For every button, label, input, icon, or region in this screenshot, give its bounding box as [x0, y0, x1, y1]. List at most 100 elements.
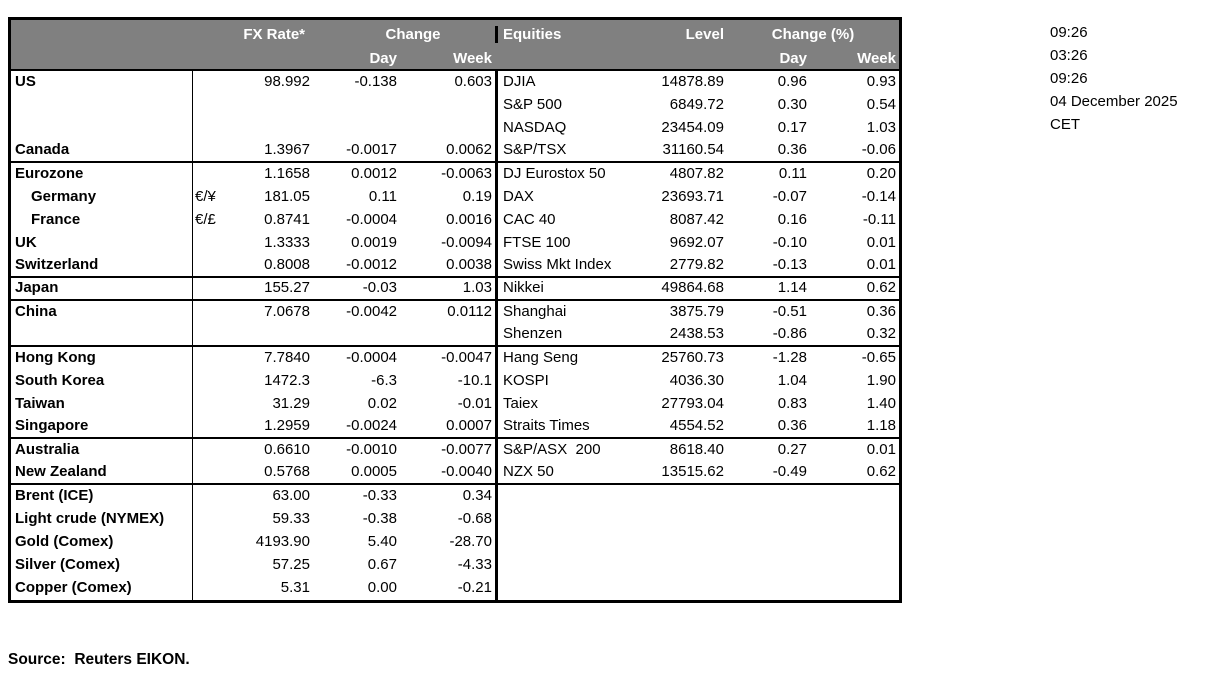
equity-change-week-value: 0.01: [866, 256, 896, 273]
equity-level-value: 49864.68: [661, 279, 724, 296]
fx-pair-label: [193, 577, 229, 600]
fx-change-day-value: 0.11: [368, 188, 397, 205]
fx-change-week-value: -28.70: [449, 533, 492, 550]
fx-change-day-value: -0.0004: [346, 349, 397, 366]
equity-label: [495, 508, 635, 531]
equity-change-day-value: [727, 508, 810, 531]
equity-label: S&P/TSX: [495, 140, 635, 161]
row-label: China: [11, 301, 193, 324]
equity-level-value: 14878.89: [661, 73, 724, 90]
fx-rate-value: 1.3967: [264, 141, 310, 158]
fx-change-week-value: 0.0016: [446, 211, 492, 228]
row-label: Hong Kong: [11, 347, 193, 370]
equity-change-day-value: -0.10: [772, 234, 807, 251]
equity-change-week-value: 0.01: [866, 234, 896, 251]
equity-label: Shenzen: [495, 324, 635, 345]
timestamp-line: 03:26: [1050, 47, 1088, 64]
fx-change-day-value: [313, 94, 400, 117]
fx-pair-label: [193, 324, 229, 345]
table-row: Singapore 1.2959 -0.0024 0.0007 Straits Time…: [11, 416, 899, 439]
row-label: Brent (ICE): [11, 485, 193, 508]
equity-level-value: 4554.52: [669, 417, 724, 434]
fx-rate-value: 1.3333: [264, 234, 310, 251]
equity-change-week-value: [810, 554, 899, 577]
table-row: Eurozone 1.1658 0.0012 -0.0063 DJ Eurostox 5…: [11, 163, 899, 186]
row-label: Singapore: [11, 416, 193, 437]
table-row: Switzerland 0.8008 -0.0012 0.0038 Swiss Mkt …: [11, 255, 899, 278]
table-row: Taiwan 31.29 0.02 -0.01 Taiex 27793.04 0.83 1.4…: [11, 393, 899, 416]
table-row: Australia 0.6610 -0.0010 -0.0077 S&P/ASX 200…: [11, 439, 899, 462]
fx-change-week-value: -0.0094: [441, 234, 492, 251]
equity-level-value: 31160.54: [662, 141, 724, 158]
equity-label: DJ Eurostox 50: [495, 163, 635, 186]
level-header: Level: [685, 25, 724, 43]
fx-rate-value: [229, 117, 313, 140]
fx-change-week-value: 0.0007: [446, 417, 492, 434]
fx-change-day-value: -0.138: [354, 73, 397, 90]
fx-rate-value: 4193.90: [255, 533, 310, 550]
fx-pair-label: [193, 508, 229, 531]
row-label: Gold (Comex): [11, 531, 193, 554]
equity-change-week-value: [810, 577, 899, 600]
fx-change-week-value: 0.34: [462, 487, 492, 504]
fx-rate-value: 0.5768: [264, 463, 310, 480]
equities-change-pct-header: Change (%): [771, 25, 855, 43]
fx-pair-label: [193, 416, 229, 437]
equity-change-week-value: 0.62: [866, 463, 896, 480]
table-body: US 98.992 -0.138 0.603 DJIA 14878.89 0.96 0.93 S…: [11, 71, 899, 600]
fx-change-week-value: -0.0040: [441, 463, 492, 480]
fx-pair-label: [193, 255, 229, 276]
equity-change-day-value: -0.13: [772, 256, 807, 273]
fx-change-day-value: 5.40: [367, 533, 397, 550]
equity-change-day-value: -0.86: [772, 325, 807, 342]
row-label: Japan: [11, 278, 193, 299]
equity-label: DAX: [495, 186, 635, 209]
row-label: [11, 117, 193, 140]
table-row: Canada 1.3967 -0.0017 0.0062 S&P/TSX 31160.54…: [11, 140, 899, 163]
equity-level-value: 3875.79: [669, 303, 724, 320]
fx-day-header: Day: [369, 50, 397, 67]
table-row: Hong Kong 7.7840 -0.0004 -0.0047 Hang Seng 25…: [11, 347, 899, 370]
equity-change-week-value: 1.40: [866, 395, 896, 412]
equity-change-week-value: 0.01: [866, 441, 896, 458]
equity-change-week-value: -0.65: [861, 349, 896, 366]
equity-level-value: [635, 485, 727, 508]
equity-level-value: 13515.62: [661, 463, 724, 480]
equity-change-week-value: 0.36: [866, 303, 896, 320]
equity-label: [495, 554, 635, 577]
table-row: UK 1.3333 0.0019 -0.0094 FTSE 100 9692.07 -0.1…: [11, 232, 899, 255]
fx-change-day-value: -0.33: [362, 487, 397, 504]
row-label: Switzerland: [11, 255, 193, 276]
fx-change-day-value: 0.00: [367, 579, 397, 596]
equity-change-day-value: [727, 554, 810, 577]
fx-change-week-value: -0.01: [457, 395, 492, 412]
fx-rate-value: 181.05: [264, 188, 310, 205]
equity-change-day-value: 1.04: [777, 372, 807, 389]
timestamp-line: CET: [1050, 116, 1080, 133]
table-row: Shenzen 2438.53 -0.86 0.32: [11, 324, 899, 347]
equity-change-day-value: [727, 577, 810, 600]
equity-change-week-value: -0.14: [861, 188, 896, 205]
equity-level-value: [635, 508, 727, 531]
equity-label: Hang Seng: [495, 347, 635, 370]
equity-change-day-value: 0.30: [777, 96, 807, 113]
fx-change-day-value: -0.0010: [346, 441, 397, 458]
equity-label: Swiss Mkt Index: [495, 255, 635, 276]
equity-label: FTSE 100: [495, 232, 635, 255]
row-label: New Zealand: [11, 462, 193, 483]
equity-change-week-value: [810, 508, 899, 531]
equity-change-week-value: [810, 485, 899, 508]
equity-label: NZX 50: [495, 462, 635, 483]
table-row: New Zealand 0.5768 0.0005 -0.0040 NZX 50 1351…: [11, 462, 899, 485]
equity-level-value: 8087.42: [669, 211, 724, 228]
equity-level-value: 4807.82: [669, 165, 724, 182]
equity-change-week-value: 0.62: [866, 279, 896, 296]
equity-level-value: 27793.04: [661, 395, 724, 412]
equity-level-value: 4036.30: [669, 372, 724, 389]
equity-change-week-value: 1.18: [866, 417, 896, 434]
fx-rate-value: 1.2959: [264, 417, 310, 434]
fx-rate-value: 59.33: [272, 510, 310, 527]
equities-header: Equities: [495, 25, 635, 43]
table-row: US 98.992 -0.138 0.603 DJIA 14878.89 0.96 0.93: [11, 71, 899, 94]
